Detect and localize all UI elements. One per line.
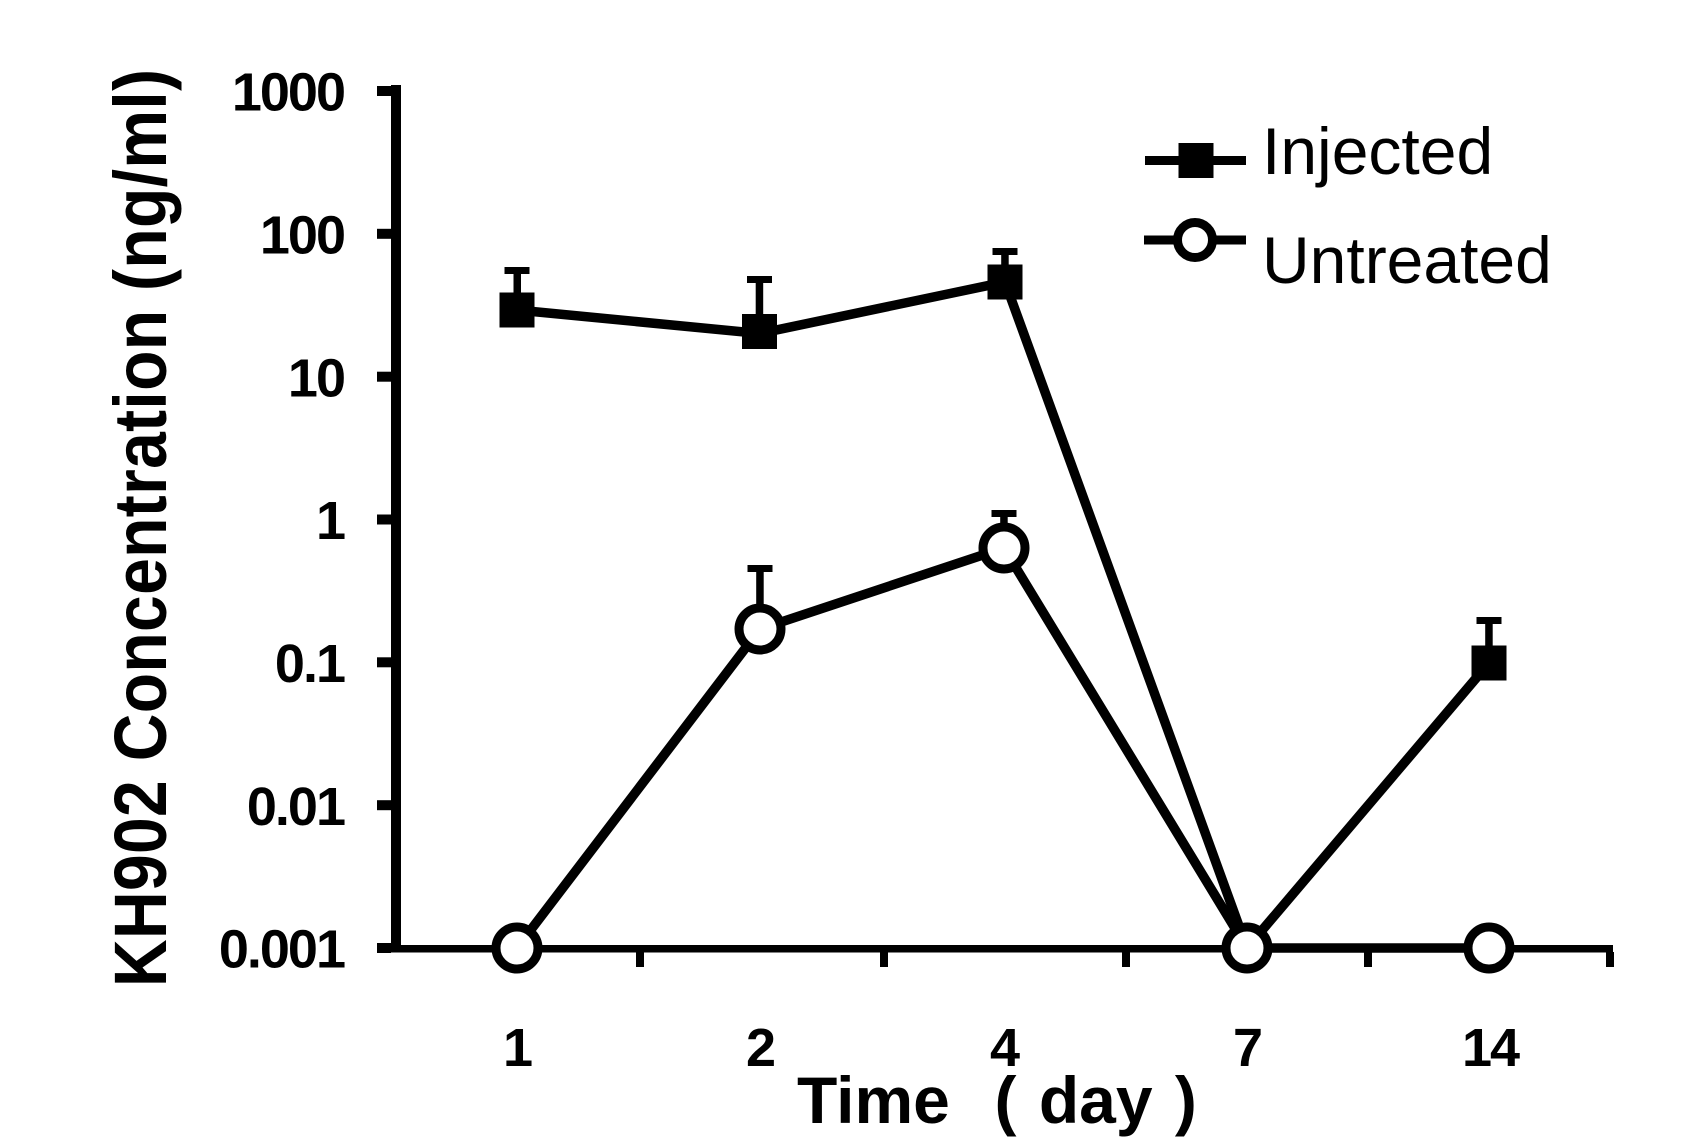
svg-text:0.01: 0.01: [247, 777, 345, 837]
svg-text:Untreated: Untreated: [1262, 223, 1552, 297]
svg-text:1: 1: [316, 491, 345, 551]
svg-text:4: 4: [990, 1018, 1020, 1078]
svg-text:2: 2: [746, 1018, 774, 1078]
svg-text:1000: 1000: [232, 63, 344, 123]
svg-text:1: 1: [503, 1018, 532, 1078]
svg-text:100: 100: [260, 206, 344, 266]
svg-text:KH902 Concentration (ng/ml): KH902 Concentration (ng/ml): [100, 69, 182, 987]
svg-text:Injected: Injected: [1262, 114, 1493, 188]
svg-text:7: 7: [1233, 1018, 1261, 1078]
svg-text:0.001: 0.001: [219, 920, 345, 980]
svg-text:Time ( day ): Time ( day ): [797, 1063, 1197, 1137]
svg-text:0.1: 0.1: [275, 634, 345, 694]
svg-text:10: 10: [288, 348, 344, 408]
svg-text:14: 14: [1462, 1018, 1520, 1078]
